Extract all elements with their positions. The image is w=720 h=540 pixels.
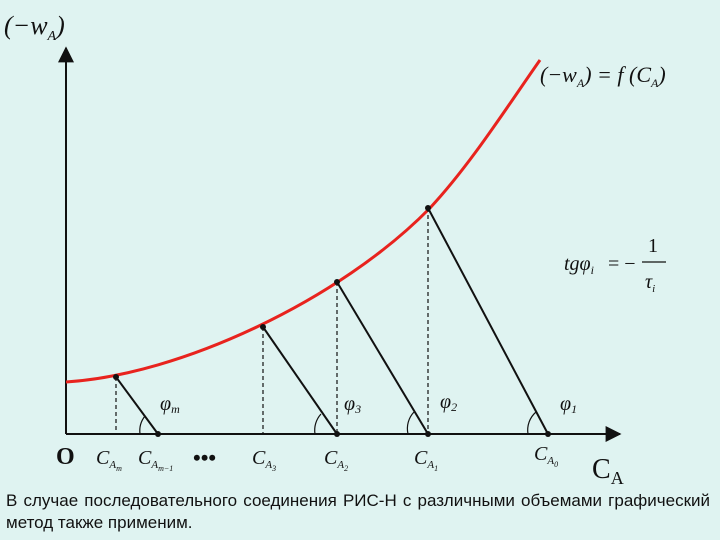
x-axis-label: CA (592, 454, 624, 488)
axis-point-3 (334, 431, 340, 437)
curve-point-2 (334, 279, 340, 285)
curve-point-1 (425, 205, 431, 211)
operating-line-3 (262, 326, 338, 435)
origin-label: O (56, 444, 75, 470)
slope-formula: tgφi = − 1 τi (564, 235, 666, 295)
angle-label-m: φm (160, 393, 180, 416)
x-tick-label-3: CA3 (252, 447, 276, 473)
angle-arc-2 (406, 411, 415, 435)
ellipsis: ••• (193, 445, 216, 470)
operating-line-1 (427, 207, 549, 435)
operating-line-m (115, 376, 159, 435)
angle-arc-1 (527, 411, 537, 435)
curve-point-m (113, 374, 119, 380)
x-tick-label-m-1: CAm−1 (138, 447, 173, 473)
x-tick-label-2: CA2 (324, 447, 348, 473)
angle-arc-3 (314, 413, 322, 435)
rate-curve (65, 59, 542, 384)
caption-text: В случае последовательного соединения РИ… (6, 491, 710, 532)
x-tick-label-1: CA1 (414, 447, 438, 473)
curve-point-3 (260, 324, 266, 330)
angle-label-2: φ2 (440, 391, 457, 414)
svg-text:= −: = − (608, 253, 636, 275)
axis-point-1 (545, 431, 551, 437)
angle-label-1: φ1 (560, 393, 577, 416)
axis-point-m (155, 431, 161, 437)
axis-point-2 (425, 431, 431, 437)
x-tick-label-m: CAm (96, 447, 122, 473)
angle-arc-m (139, 415, 146, 435)
svg-text:1: 1 (648, 235, 658, 257)
y-axis-label: (−wA) (4, 11, 65, 44)
svg-text:tgφi: tgφi (564, 253, 594, 277)
curve-label: (−wA) = f (CA) (540, 62, 666, 90)
svg-text:τi: τi (645, 271, 655, 295)
diagram: (−wA) CA O (−wA) = f (CA) tgφi = − 1 τi (4, 11, 666, 488)
operating-line-2 (336, 281, 429, 435)
angle-label-3: φ3 (344, 393, 361, 416)
x-tick-label-0: CA0 (534, 443, 558, 469)
